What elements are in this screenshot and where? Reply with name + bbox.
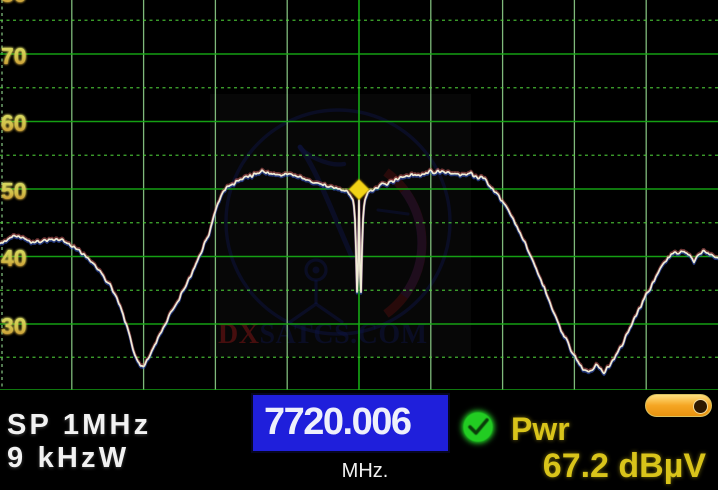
svg-text:60: 60: [1, 110, 27, 136]
svg-text:40: 40: [1, 245, 27, 271]
svg-text:50: 50: [1, 178, 27, 204]
svg-text:80: 80: [1, 0, 27, 7]
svg-text:70: 70: [1, 43, 27, 69]
svg-text:30: 30: [1, 313, 27, 339]
